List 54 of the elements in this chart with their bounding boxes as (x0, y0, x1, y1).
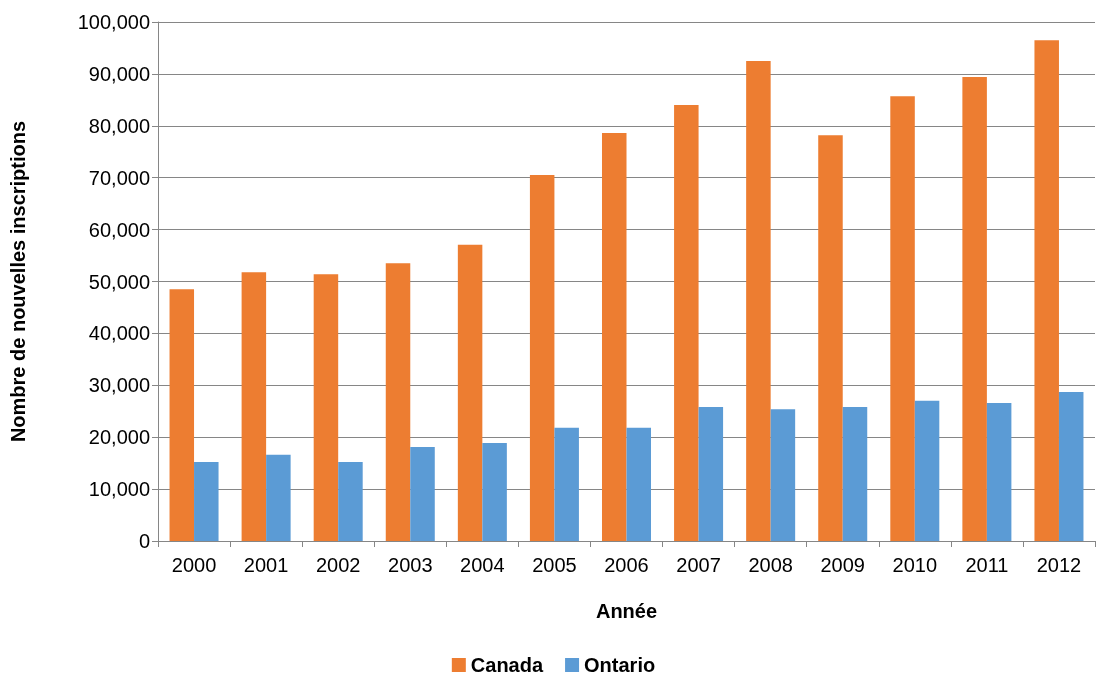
bar (266, 454, 291, 541)
y-tick-label: 20,000 (88, 426, 150, 449)
bar (554, 427, 579, 541)
x-tick-label: 2012 (1036, 554, 1082, 576)
y-tick-label: 90,000 (88, 62, 150, 85)
y-tick-label: 100,000 (77, 11, 150, 33)
x-tick-label: 2009 (820, 554, 865, 576)
bar (529, 175, 555, 541)
x-tick-label: 2000 (171, 554, 217, 576)
bar (241, 272, 267, 541)
y-tick-label: 40,000 (88, 322, 150, 345)
y-tick-label: 60,000 (88, 218, 150, 241)
bar (626, 427, 652, 541)
y-tick-label: 50,000 (88, 270, 150, 293)
bar (482, 442, 507, 541)
bar (194, 462, 219, 541)
x-axis-title: Année (595, 600, 658, 622)
x-tick-label: 2006 (604, 554, 649, 576)
bar (410, 447, 435, 541)
bar (818, 135, 843, 541)
y-tick-label: 70,000 (88, 166, 150, 189)
x-tick-label: 2011 (965, 554, 1009, 576)
bar (338, 462, 363, 541)
bar (601, 133, 627, 541)
bar (746, 60, 771, 541)
bar (962, 77, 987, 541)
x-tick-label: 2004 (460, 554, 505, 576)
y-axis-title: Nombre de nouvelles inscriptions (7, 120, 29, 443)
legend-label: Canada (470, 654, 544, 676)
x-tick-label: 2008 (748, 554, 793, 576)
y-tick-label: 10,000 (88, 478, 150, 501)
legend-label: Ontario (584, 654, 656, 676)
y-tick-label: 80,000 (88, 114, 150, 137)
x-tick-label: 2010 (892, 554, 938, 576)
y-tick-label: 30,000 (88, 374, 150, 397)
y-tick-label: 0 (138, 530, 150, 552)
x-tick-label: 2002 (315, 554, 361, 576)
bar (698, 407, 724, 541)
x-tick-label: 2007 (676, 554, 721, 576)
bar (842, 407, 868, 541)
bar (385, 263, 411, 541)
x-tick-label: 2005 (532, 554, 577, 576)
bar (914, 400, 940, 541)
bar (169, 289, 195, 541)
bar (1058, 392, 1084, 541)
bar (313, 274, 339, 541)
bar (457, 244, 483, 541)
bar (1034, 40, 1059, 541)
bar (890, 96, 915, 541)
x-tick-label: 2001 (243, 554, 289, 576)
x-tick-label: 2003 (388, 554, 433, 576)
bar (674, 105, 699, 541)
bar (986, 402, 1012, 541)
bar (770, 409, 796, 541)
